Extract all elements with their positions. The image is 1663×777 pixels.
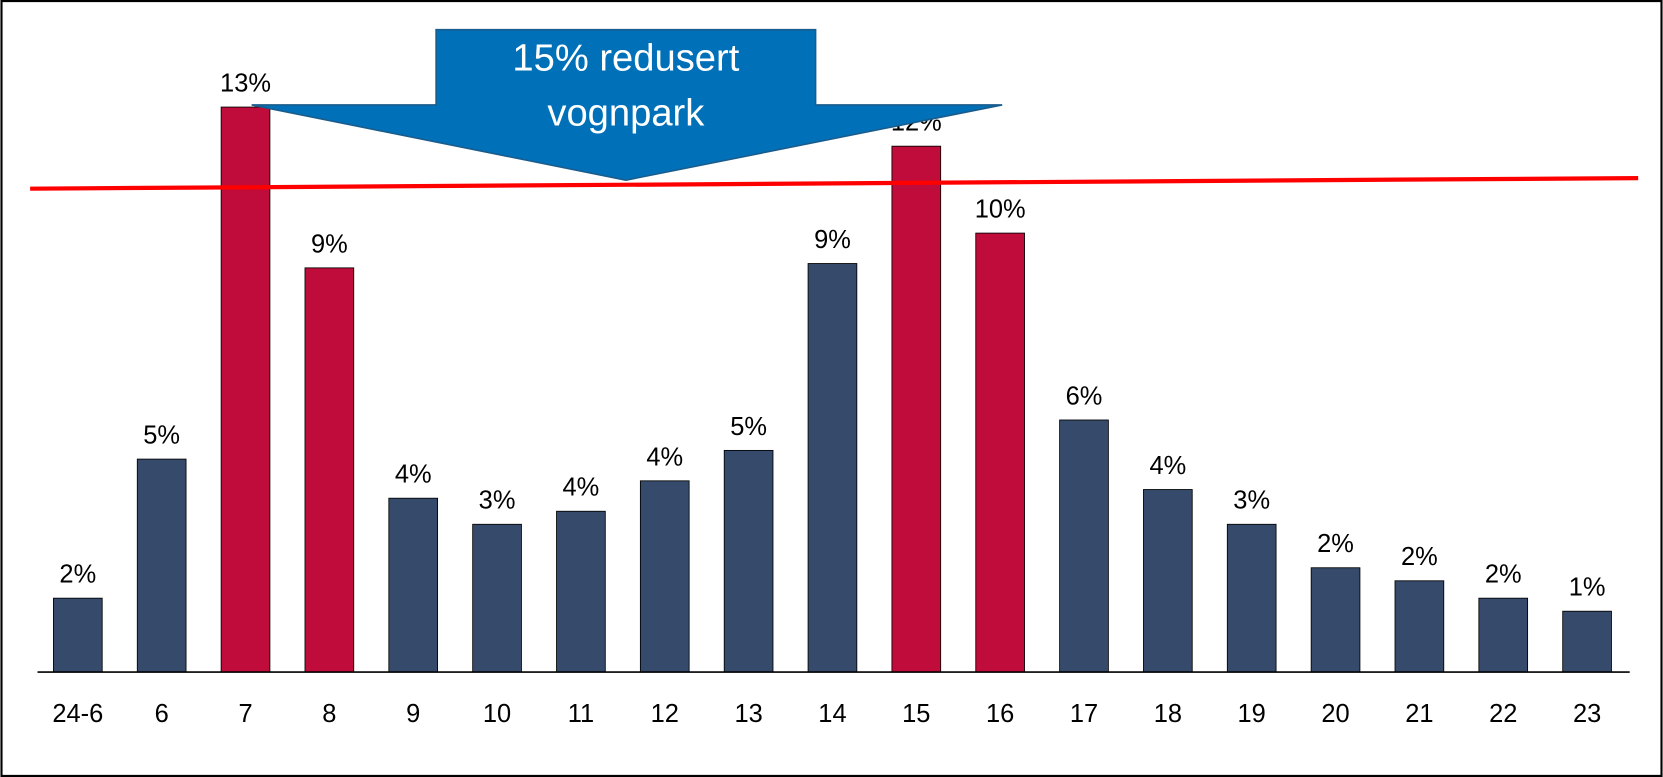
value-label: 2%: [1401, 543, 1438, 571]
bar: [556, 510, 606, 673]
value-label: 10%: [975, 196, 1026, 224]
x-tick-label: 24-6: [52, 700, 103, 728]
bar: [53, 597, 103, 673]
value-label: 4%: [646, 443, 683, 471]
x-tick-label: 14: [818, 700, 846, 728]
bar: [220, 106, 271, 673]
bar: [136, 458, 187, 673]
value-label: 13%: [220, 70, 271, 98]
bar: [1143, 489, 1193, 673]
x-tick-label: 6: [155, 700, 169, 728]
bar: [388, 497, 439, 673]
bar: [1310, 567, 1361, 673]
bar: [1478, 597, 1529, 673]
value-label: 2%: [1317, 530, 1354, 558]
bar: [975, 232, 1025, 673]
x-tick-label: 7: [238, 700, 252, 728]
arrow: [251, 28, 1003, 182]
value-label: 2%: [1485, 561, 1522, 589]
x-tick-label: 10: [483, 700, 511, 728]
annotation-text: 15% redusert: [512, 36, 739, 79]
x-tick-label: 11: [568, 700, 594, 728]
value-label: 9%: [814, 226, 851, 254]
bar: [1226, 523, 1277, 673]
x-tick-label: 21: [1405, 700, 1433, 728]
bar: [891, 145, 942, 673]
bar: [1059, 419, 1109, 673]
x-tick-label: 18: [1154, 700, 1182, 728]
x-tick-label: 9: [406, 700, 420, 728]
plot: 24-6 2% 6 5% 7 13% 8 9% 9 4% 10 3% 11 4% 12 4% 13 5% 14 9% 1…: [52, 70, 1612, 728]
bar: [639, 480, 690, 673]
bar: [723, 449, 774, 673]
value-label: 1%: [1569, 574, 1606, 602]
value-label: 6%: [1066, 382, 1103, 410]
x-tick-label: 20: [1321, 700, 1349, 728]
x-tick-label: 16: [986, 700, 1014, 728]
x-tick-label: 19: [1238, 700, 1266, 728]
bar: [472, 523, 522, 673]
value-label: 5%: [143, 422, 180, 450]
x-tick-label: 23: [1573, 700, 1601, 728]
value-label: 9%: [311, 230, 348, 258]
annotation: 15% redusert vognpark: [30, 28, 1639, 191]
value-label: 2%: [59, 561, 96, 589]
x-tick-label: 17: [1070, 700, 1098, 728]
x-tick-label: 22: [1489, 700, 1517, 728]
value-label: 4%: [395, 461, 432, 489]
value-label: 5%: [730, 413, 767, 441]
x-tick-label: 8: [322, 700, 336, 728]
value-label: 4%: [563, 474, 600, 502]
x-tick-label: 15: [902, 700, 930, 728]
bar: [304, 267, 355, 673]
value-label: 3%: [1233, 487, 1270, 515]
bar: [1562, 610, 1612, 673]
x-tick-label: 13: [734, 700, 762, 728]
bar: [1394, 580, 1445, 673]
value-label: 3%: [479, 487, 516, 515]
annotation-text: vognpark: [547, 92, 705, 135]
reference-line: [30, 175, 1639, 191]
bar: [807, 263, 858, 673]
value-label: 4%: [1149, 452, 1186, 480]
x-tick-label: 12: [651, 700, 679, 728]
